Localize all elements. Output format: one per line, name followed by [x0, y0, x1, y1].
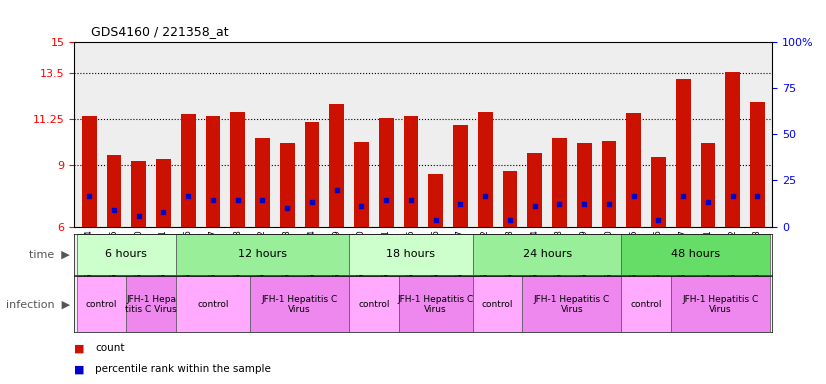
- Bar: [601, 141, 616, 227]
- Bar: [250, 276, 349, 332]
- Bar: [131, 161, 146, 227]
- Bar: [280, 142, 295, 227]
- Bar: [77, 276, 126, 332]
- Text: 6 hours: 6 hours: [106, 249, 147, 260]
- Text: control: control: [86, 300, 117, 309]
- Text: 18 hours: 18 hours: [387, 249, 435, 260]
- Bar: [626, 113, 641, 227]
- Text: infection  ▶: infection ▶: [6, 299, 70, 310]
- Bar: [107, 155, 121, 227]
- Bar: [305, 122, 320, 227]
- Bar: [206, 116, 221, 227]
- Bar: [428, 174, 443, 227]
- Bar: [472, 234, 621, 275]
- Bar: [621, 234, 770, 275]
- Bar: [176, 234, 349, 275]
- Bar: [621, 276, 671, 332]
- Bar: [230, 112, 245, 227]
- Bar: [255, 139, 270, 227]
- Text: JFH-1 Hepatitis C
Virus: JFH-1 Hepatitis C Virus: [262, 295, 338, 314]
- Bar: [651, 157, 666, 227]
- Text: JFH-1 Hepatitis C
Virus: JFH-1 Hepatitis C Virus: [534, 295, 610, 314]
- Text: ■: ■: [74, 343, 85, 353]
- Text: control: control: [482, 300, 513, 309]
- Bar: [577, 142, 591, 227]
- Bar: [126, 276, 176, 332]
- Bar: [676, 79, 691, 227]
- Bar: [750, 102, 765, 227]
- Bar: [522, 276, 621, 332]
- Bar: [399, 276, 472, 332]
- Bar: [527, 153, 542, 227]
- Bar: [404, 116, 419, 227]
- Bar: [379, 118, 394, 227]
- Bar: [181, 114, 196, 227]
- Bar: [502, 171, 517, 227]
- Text: percentile rank within the sample: percentile rank within the sample: [95, 364, 271, 374]
- Text: JFH-1 Hepatitis C
Virus: JFH-1 Hepatitis C Virus: [682, 295, 758, 314]
- Bar: [330, 104, 344, 227]
- Text: JFH-1 Hepa
titis C Virus: JFH-1 Hepa titis C Virus: [126, 295, 177, 314]
- Bar: [354, 142, 369, 227]
- Text: ■: ■: [74, 364, 85, 374]
- Text: GDS4160 / 221358_at: GDS4160 / 221358_at: [91, 25, 229, 38]
- Bar: [77, 234, 176, 275]
- Text: JFH-1 Hepatitis C
Virus: JFH-1 Hepatitis C Virus: [397, 295, 474, 314]
- Text: control: control: [358, 300, 390, 309]
- Bar: [453, 125, 468, 227]
- Text: control: control: [630, 300, 662, 309]
- Bar: [725, 72, 740, 227]
- Bar: [156, 159, 171, 227]
- Bar: [176, 276, 250, 332]
- Bar: [349, 234, 472, 275]
- Bar: [477, 112, 492, 227]
- Text: control: control: [197, 300, 229, 309]
- Text: 24 hours: 24 hours: [523, 249, 572, 260]
- Text: 48 hours: 48 hours: [671, 249, 720, 260]
- Text: time  ▶: time ▶: [30, 249, 70, 260]
- Bar: [472, 276, 522, 332]
- Bar: [700, 142, 715, 227]
- Text: 12 hours: 12 hours: [238, 249, 287, 260]
- Bar: [349, 276, 399, 332]
- Bar: [552, 139, 567, 227]
- Text: count: count: [95, 343, 125, 353]
- Bar: [671, 276, 770, 332]
- Bar: [82, 116, 97, 227]
